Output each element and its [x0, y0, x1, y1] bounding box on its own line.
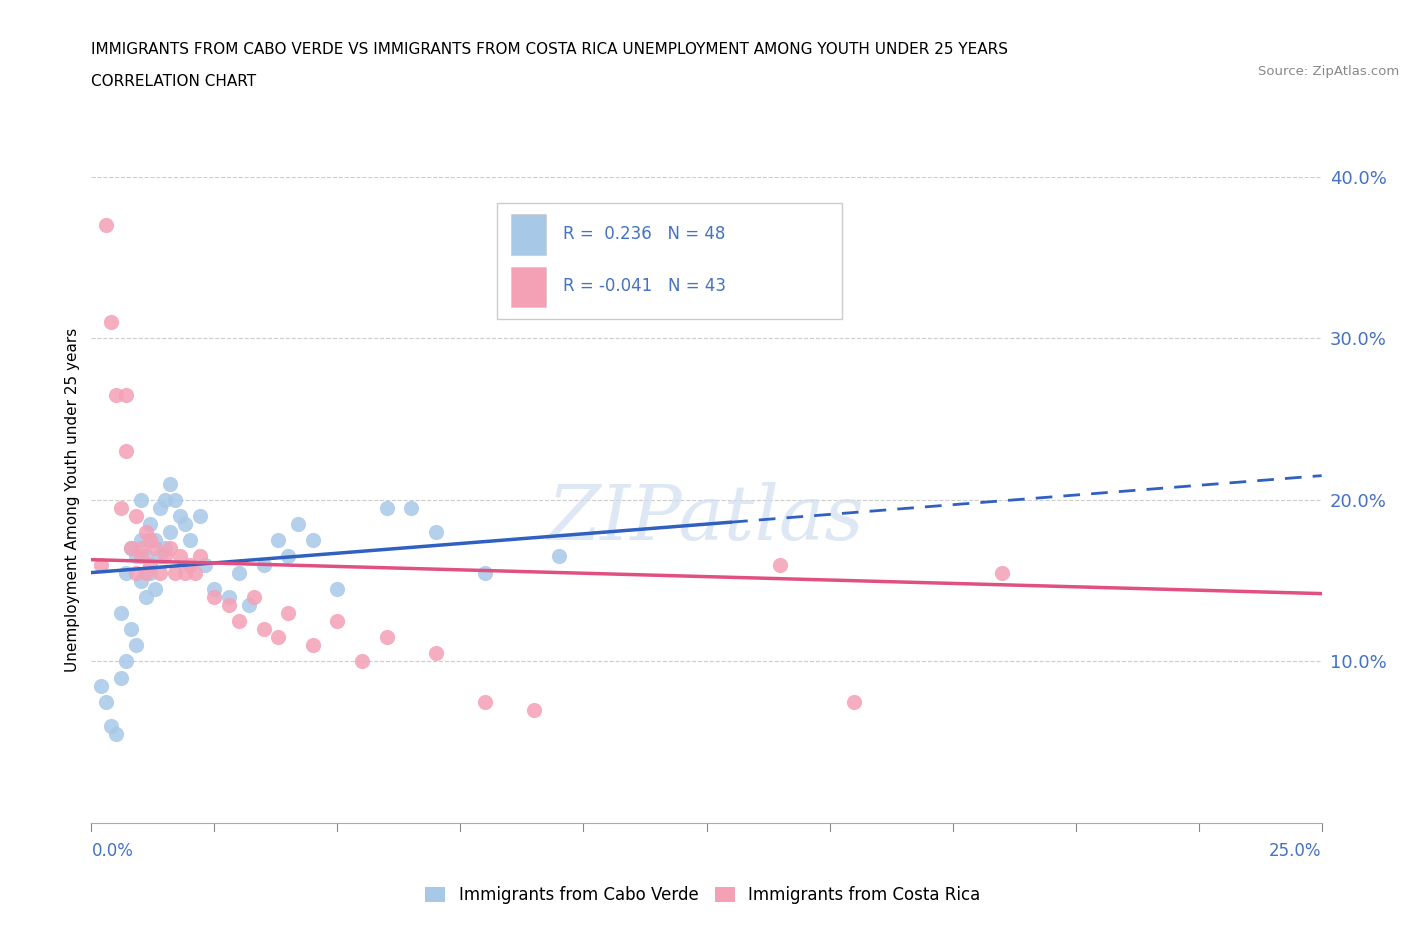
Point: [202, 581, 225, 596]
Text: IMMIGRANTS FROM CABO VERDE VS IMMIGRANTS FROM COSTA RICA UNEMPLOYMENT AMONG YOUT: IMMIGRANTS FROM CABO VERDE VS IMMIGRANTS…: [91, 42, 1008, 57]
Point: [96, 695, 117, 710]
Point: [105, 388, 127, 403]
Point: [183, 565, 207, 580]
Point: [105, 726, 127, 741]
Point: [169, 549, 191, 564]
Point: [228, 565, 250, 580]
Point: [139, 557, 162, 572]
Point: [523, 702, 546, 717]
Point: [90, 557, 112, 572]
Point: [174, 565, 197, 580]
Point: [169, 509, 191, 524]
Point: [301, 638, 323, 653]
Point: [474, 695, 496, 710]
Point: [159, 476, 181, 491]
Point: [375, 630, 398, 644]
Point: [228, 614, 250, 629]
Legend: Immigrants from Cabo Verde, Immigrants from Costa Rica: Immigrants from Cabo Verde, Immigrants f…: [419, 879, 987, 910]
Point: [110, 500, 132, 515]
Point: [163, 565, 186, 580]
Point: [135, 525, 156, 539]
Text: Source: ZipAtlas.com: Source: ZipAtlas.com: [1258, 65, 1399, 78]
Point: [145, 533, 166, 548]
Point: [124, 509, 146, 524]
Point: [547, 549, 569, 564]
Point: [326, 614, 349, 629]
Point: [238, 597, 260, 612]
Text: 25.0%: 25.0%: [1270, 842, 1322, 859]
Point: [179, 533, 201, 548]
Point: [110, 605, 132, 620]
Point: [96, 218, 117, 232]
Point: [139, 533, 162, 548]
Point: [267, 533, 290, 548]
Point: [110, 671, 132, 685]
Point: [145, 581, 166, 596]
Point: [114, 388, 138, 403]
Point: [145, 541, 166, 556]
Point: [174, 517, 197, 532]
Point: [990, 565, 1012, 580]
Point: [129, 541, 152, 556]
Point: [326, 581, 349, 596]
Point: [124, 565, 146, 580]
Text: 0.0%: 0.0%: [91, 842, 134, 859]
Point: [301, 533, 323, 548]
Point: [188, 549, 211, 564]
Point: [135, 590, 156, 604]
Point: [100, 719, 122, 734]
Point: [129, 573, 152, 588]
Point: [425, 646, 447, 661]
Point: [153, 493, 177, 508]
Point: [135, 549, 156, 564]
Point: [114, 565, 138, 580]
Point: [149, 500, 172, 515]
Point: [474, 565, 496, 580]
Point: [218, 597, 240, 612]
Point: [149, 565, 172, 580]
Point: [114, 654, 138, 669]
Point: [267, 630, 290, 644]
Point: [769, 557, 792, 572]
Point: [287, 517, 309, 532]
Point: [218, 590, 240, 604]
Point: [375, 500, 398, 515]
Point: [120, 622, 142, 637]
Point: [399, 500, 422, 515]
Point: [159, 541, 181, 556]
Point: [120, 541, 142, 556]
Point: [129, 493, 152, 508]
Point: [135, 565, 156, 580]
Point: [425, 525, 447, 539]
Point: [120, 541, 142, 556]
Point: [277, 549, 299, 564]
Point: [149, 549, 172, 564]
Y-axis label: Unemployment Among Youth under 25 years: Unemployment Among Youth under 25 years: [65, 327, 80, 672]
Point: [352, 654, 374, 669]
Point: [129, 533, 152, 548]
Text: ZIPatlas: ZIPatlas: [548, 483, 865, 556]
Point: [193, 557, 217, 572]
Point: [90, 678, 112, 693]
Point: [253, 557, 276, 572]
Point: [124, 638, 146, 653]
Point: [842, 695, 865, 710]
Point: [242, 590, 264, 604]
Point: [253, 622, 276, 637]
Point: [153, 549, 177, 564]
Point: [153, 541, 177, 556]
Point: [114, 444, 138, 458]
Point: [129, 549, 152, 564]
Point: [202, 590, 225, 604]
Point: [124, 549, 146, 564]
Point: [163, 493, 186, 508]
Point: [139, 517, 162, 532]
Point: [159, 525, 181, 539]
Text: CORRELATION CHART: CORRELATION CHART: [91, 74, 256, 89]
Point: [179, 557, 201, 572]
Point: [139, 565, 162, 580]
Point: [100, 314, 122, 329]
Point: [188, 509, 211, 524]
Point: [277, 605, 299, 620]
